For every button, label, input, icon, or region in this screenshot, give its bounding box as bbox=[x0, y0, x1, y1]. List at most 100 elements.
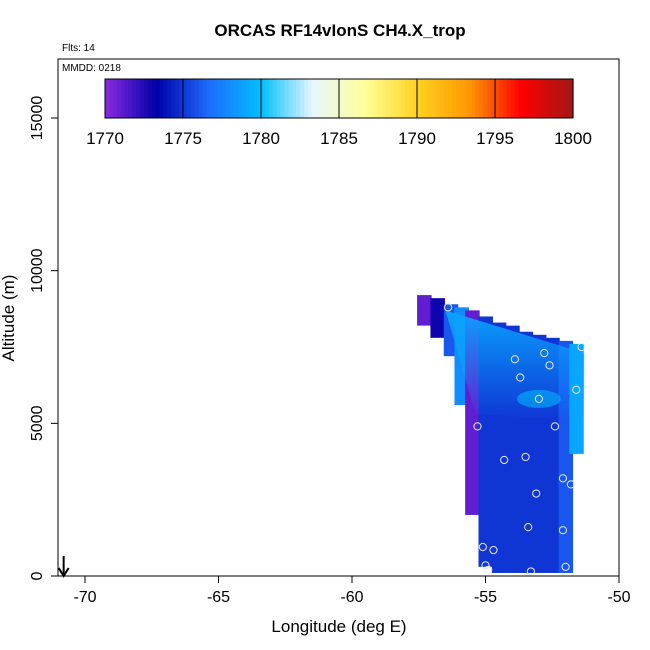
flight-points bbox=[444, 303, 586, 576]
colorbar-swatch bbox=[222, 79, 227, 118]
colorbar-swatch bbox=[440, 79, 445, 118]
colorbar-tick-label: 1780 bbox=[242, 129, 280, 148]
y-tick-label: 5000 bbox=[29, 405, 46, 441]
colorbar-tick-label: 1790 bbox=[398, 129, 436, 148]
colorbar-swatch bbox=[112, 79, 118, 118]
colorbar-swatch bbox=[257, 79, 262, 118]
colorbar-swatch bbox=[210, 79, 215, 118]
colorbar-swatch bbox=[147, 79, 153, 118]
colorbar-swatch bbox=[420, 79, 426, 118]
colorbar-swatch bbox=[518, 79, 523, 118]
colorbar-swatch bbox=[280, 79, 285, 118]
colorbar-swatch bbox=[498, 79, 504, 118]
field-cell bbox=[430, 298, 445, 338]
colorbar-swatch bbox=[448, 79, 453, 118]
colorbar-swatch bbox=[378, 79, 383, 118]
colorbar-swatch bbox=[354, 79, 360, 118]
x-axis-label: Longitude (deg E) bbox=[271, 617, 406, 636]
colorbar-swatch bbox=[307, 79, 313, 118]
colorbar-swatch bbox=[432, 79, 438, 118]
flight-point bbox=[481, 561, 490, 570]
arrow-marker bbox=[57, 556, 70, 578]
colorbar-swatch bbox=[319, 79, 324, 118]
colorbar-swatch bbox=[530, 79, 535, 118]
colorbar-swatch bbox=[561, 79, 566, 118]
colorbar-swatch bbox=[151, 79, 157, 118]
colorbar-swatch bbox=[159, 79, 165, 118]
flight-point bbox=[478, 542, 487, 552]
flight-point bbox=[545, 361, 554, 370]
colorbar-swatch bbox=[537, 79, 543, 118]
colorbar-swatch bbox=[198, 79, 204, 118]
flight-point bbox=[524, 523, 533, 532]
colorbar-swatch bbox=[557, 79, 562, 118]
colorbar-swatch bbox=[175, 79, 180, 118]
colorbar-swatch bbox=[331, 79, 336, 118]
colorbar-swatch bbox=[541, 79, 547, 118]
colorbar-swatch bbox=[116, 79, 122, 118]
flight-point bbox=[510, 355, 519, 364]
flight-point bbox=[516, 373, 525, 382]
y-tick-label: 15000 bbox=[29, 96, 46, 141]
colorbar-swatch bbox=[206, 79, 211, 118]
colorbar-swatch bbox=[144, 79, 149, 118]
x-tick-label: -55 bbox=[474, 589, 497, 606]
colorbar-swatch bbox=[261, 79, 266, 118]
colorbar-swatch bbox=[370, 79, 375, 118]
colorbar-swatch bbox=[417, 79, 422, 118]
colorbar-swatch bbox=[495, 79, 500, 118]
colorbar-swatch bbox=[471, 79, 477, 118]
colorbar-swatch bbox=[389, 79, 395, 118]
colorbar-swatch bbox=[342, 79, 348, 118]
x-tick-label: -60 bbox=[340, 589, 363, 606]
colorbar-swatch bbox=[413, 79, 418, 118]
flight-point bbox=[561, 562, 570, 571]
colorbar-swatch bbox=[288, 79, 293, 118]
field-cell bbox=[417, 295, 432, 326]
colorbar-swatch bbox=[335, 79, 340, 118]
colorbar-swatch bbox=[393, 79, 399, 118]
flight-point bbox=[532, 489, 541, 498]
colorbar-swatch bbox=[105, 79, 110, 118]
flight-point bbox=[444, 303, 453, 312]
colorbar-swatch bbox=[225, 79, 231, 118]
axes: -70 -65 -60 -55 -50 0 5000 10000 15000 bbox=[29, 96, 631, 606]
colorbar-swatch bbox=[545, 79, 551, 118]
colorbar-swatch bbox=[292, 79, 297, 118]
colorbar-swatch bbox=[483, 79, 488, 118]
flight-point bbox=[500, 455, 509, 465]
colorbar-swatch bbox=[436, 79, 441, 118]
colorbar-swatch bbox=[374, 79, 379, 118]
colorbar-swatch bbox=[179, 79, 184, 118]
colorbar-swatch bbox=[284, 79, 289, 118]
colorbar-swatch bbox=[506, 79, 512, 118]
colorbar-swatch bbox=[323, 79, 328, 118]
colorbar-swatch bbox=[108, 79, 114, 118]
colorbar-swatch bbox=[136, 79, 141, 118]
x-tick-label: -65 bbox=[207, 589, 230, 606]
colorbar-tick-label: 1795 bbox=[476, 129, 514, 148]
colorbar-swatch bbox=[358, 79, 363, 118]
colorbar-swatch bbox=[303, 79, 309, 118]
flight-point bbox=[526, 567, 535, 576]
colorbar-tick-label: 1785 bbox=[320, 129, 358, 148]
colorbar-swatch bbox=[467, 79, 473, 118]
colorbar-swatch bbox=[385, 79, 391, 118]
colorbar-swatch bbox=[397, 79, 402, 118]
colorbar-swatch bbox=[186, 79, 192, 118]
flight-point bbox=[540, 349, 549, 358]
colorbar-swatch bbox=[311, 79, 317, 118]
colorbar-swatch bbox=[456, 79, 461, 118]
colorbar-swatch bbox=[229, 79, 235, 118]
flight-point bbox=[550, 422, 560, 431]
colorbar-swatch bbox=[491, 79, 496, 118]
colorbar-swatch bbox=[339, 79, 344, 118]
colorbar-swatch bbox=[479, 79, 484, 118]
colorbar-swatch bbox=[346, 79, 352, 118]
colorbar-swatch bbox=[459, 79, 465, 118]
colorbar-swatch bbox=[569, 79, 574, 118]
colorbar-swatch bbox=[167, 79, 172, 118]
flight-point bbox=[473, 422, 482, 431]
colorbar-swatch bbox=[140, 79, 145, 118]
colorbar-swatch bbox=[124, 79, 129, 118]
